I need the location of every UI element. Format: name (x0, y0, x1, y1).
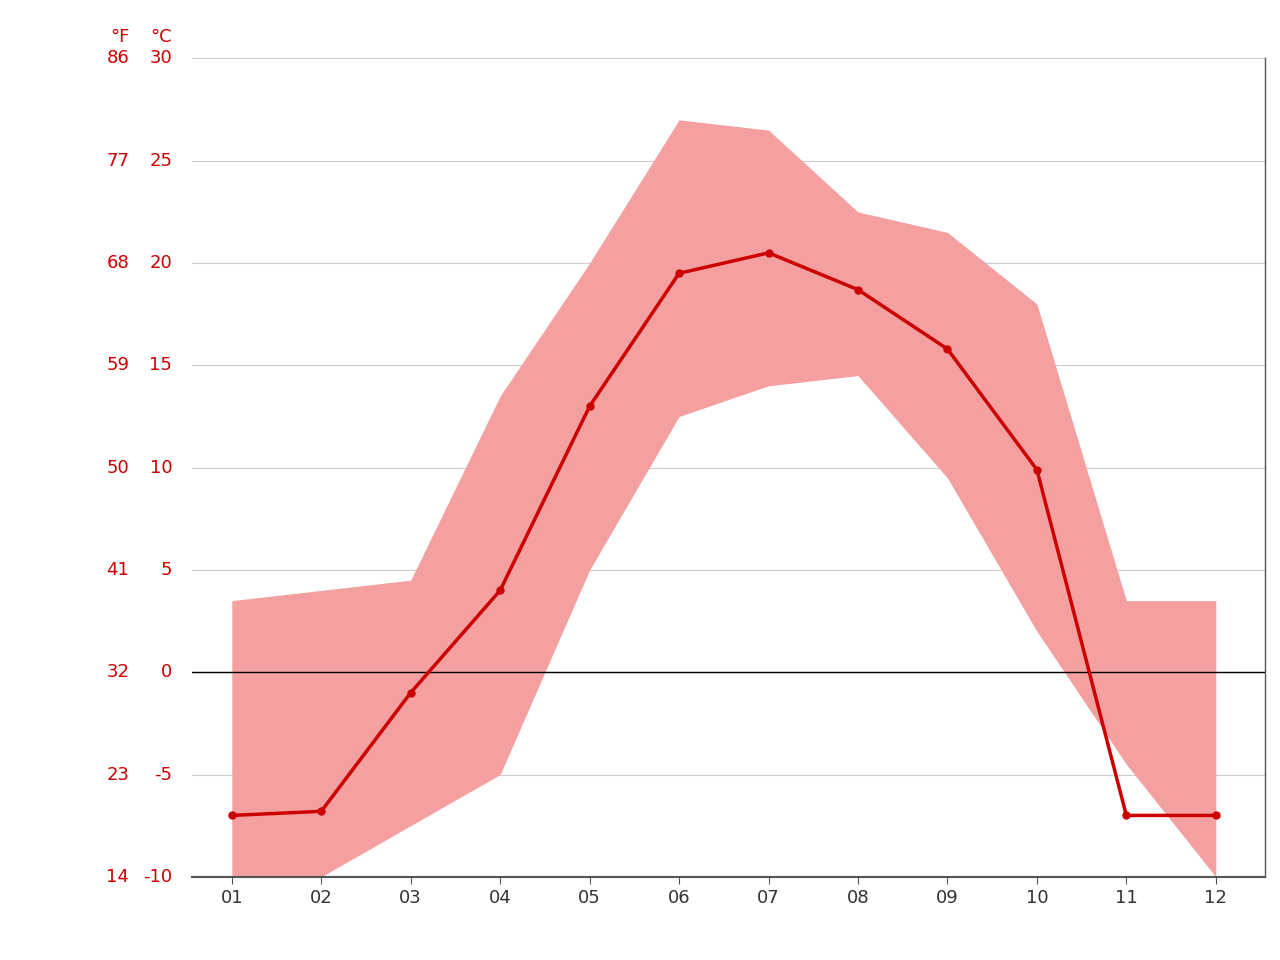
Text: 32: 32 (106, 663, 129, 682)
Text: 68: 68 (106, 254, 129, 272)
Text: 77: 77 (106, 152, 129, 170)
Text: 20: 20 (150, 254, 173, 272)
Text: 0: 0 (161, 663, 173, 682)
Text: °C: °C (151, 28, 173, 46)
Text: 50: 50 (106, 459, 129, 477)
Text: 5: 5 (161, 561, 173, 579)
Text: 15: 15 (150, 356, 173, 374)
Text: 41: 41 (106, 561, 129, 579)
Text: 59: 59 (106, 356, 129, 374)
Text: 25: 25 (150, 152, 173, 170)
Text: 14: 14 (106, 868, 129, 886)
Text: -10: -10 (143, 868, 173, 886)
Text: 23: 23 (106, 765, 129, 783)
Text: °F: °F (110, 28, 129, 46)
Text: 30: 30 (150, 50, 173, 67)
Text: -5: -5 (154, 765, 173, 783)
Text: 86: 86 (106, 50, 129, 67)
Text: 10: 10 (150, 459, 173, 477)
